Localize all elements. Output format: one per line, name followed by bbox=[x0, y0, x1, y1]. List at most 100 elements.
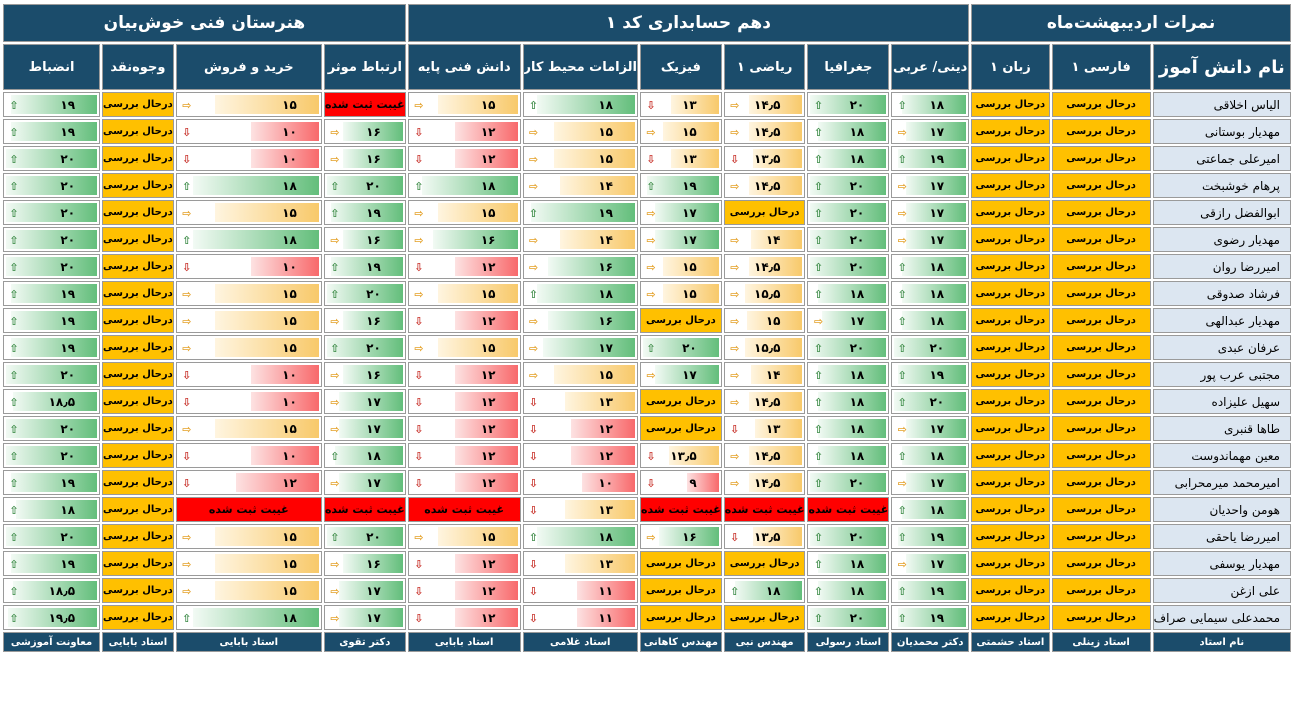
arrow-down-icon: ⇩ bbox=[414, 477, 424, 490]
arrow-up-icon: ⇧ bbox=[9, 450, 19, 463]
arrow-down-icon: ⇩ bbox=[646, 477, 656, 490]
status-review: درحال بررسی bbox=[102, 281, 174, 306]
status-absent: غیبت ثبت شده bbox=[175, 497, 322, 522]
grade-value: ۱۹ bbox=[60, 557, 76, 571]
grade-cell: ۱۵ ⇨ bbox=[175, 308, 322, 333]
grade-value: ۱۶ bbox=[598, 314, 614, 328]
grade-value: ۱۷ bbox=[929, 179, 945, 193]
arrow-down-icon: ⇩ bbox=[182, 450, 192, 463]
grade-value: ۲۰ bbox=[60, 179, 76, 193]
grade-cell: ۱۷ ⇨ bbox=[323, 605, 406, 630]
arrow-right-icon: ⇨ bbox=[414, 531, 424, 544]
grade-cell: ۱۹ ⇧ bbox=[3, 551, 101, 576]
arrow-up-icon: ⇧ bbox=[813, 396, 824, 409]
arrow-up-icon: ⇧ bbox=[897, 369, 907, 382]
arrow-up-icon: ⇧ bbox=[182, 180, 192, 193]
grade-value: ۱۸ bbox=[366, 449, 381, 463]
grade-databar bbox=[744, 284, 803, 303]
status-review: درحال بررسی bbox=[723, 605, 806, 630]
arrow-up-icon: ⇧ bbox=[646, 180, 656, 193]
arrow-up-icon: ⇧ bbox=[9, 180, 19, 193]
grade-databar bbox=[810, 608, 887, 627]
grade-cell: ۲۰ ⇧ bbox=[891, 335, 970, 360]
table-row: محمدعلی سیمایی صراف درحال بررسی درحال بررس… bbox=[3, 605, 1291, 630]
grade-cell: ۱۵ ⇨ bbox=[407, 281, 521, 306]
grade-value: ۱۳٫۵ bbox=[754, 152, 781, 166]
grade-value: ۱۳ bbox=[598, 557, 614, 571]
arrow-right-icon: ⇨ bbox=[897, 126, 907, 139]
table-row: هومن واحدیان درحال بررسی درحال بررسی ۱۸ ⇧ غیب… bbox=[3, 497, 1291, 522]
grade-cell: ۲۰ ⇧ bbox=[807, 173, 890, 198]
table-row: ابوالفضل رازقی درحال بررسی درحال بررسی ۱۷ ⇨ ۲… bbox=[3, 200, 1291, 225]
arrow-right-icon: ⇨ bbox=[528, 180, 539, 193]
grade-cell: ۱۲ ⇩ bbox=[407, 389, 521, 414]
grade-cell: ۱۸ ⇧ bbox=[522, 92, 639, 117]
status-review: درحال بررسی bbox=[1051, 254, 1151, 279]
arrow-down-icon: ⇩ bbox=[528, 585, 539, 598]
status-review: درحال بررسی bbox=[971, 119, 1050, 144]
student-name: فرشاد صدوقی bbox=[1152, 281, 1291, 306]
grade-cell: ۱۲ ⇩ bbox=[522, 443, 639, 468]
grade-databar bbox=[6, 419, 98, 438]
grade-databar bbox=[734, 581, 803, 600]
grade-cell: ۱۵ ⇨ bbox=[522, 146, 639, 171]
arrow-up-icon: ⇧ bbox=[330, 450, 340, 463]
grade-cell: ۱۹ ⇧ bbox=[3, 119, 101, 144]
table-row: علی ازغن درحال بررسی درحال بررسی ۱۹ ⇧ ۱۸ ⇧ ۱۸ ⇧ د… bbox=[3, 578, 1291, 603]
arrow-down-icon: ⇩ bbox=[414, 585, 424, 598]
arrow-up-icon: ⇧ bbox=[9, 612, 19, 625]
grade-databar bbox=[746, 311, 803, 330]
grade-value: ۱۴ bbox=[765, 368, 781, 382]
grade-value: ۱۷ bbox=[598, 341, 614, 355]
grade-value: ۲۰ bbox=[60, 206, 76, 220]
grade-cell: ۹ ⇩ bbox=[640, 470, 722, 495]
arrow-down-icon: ⇩ bbox=[414, 558, 424, 571]
grade-cell: ۱۲ ⇩ bbox=[407, 119, 521, 144]
grade-value: ۱۹ bbox=[929, 584, 945, 598]
grade-value: ۱۵ bbox=[480, 98, 496, 112]
arrow-up-icon: ⇧ bbox=[330, 342, 340, 355]
status-review: درحال بررسی bbox=[971, 254, 1050, 279]
grade-databar bbox=[901, 95, 967, 114]
status-review: درحال بررسی bbox=[102, 416, 174, 441]
arrow-up-icon: ⇧ bbox=[813, 612, 824, 625]
grade-databar bbox=[901, 284, 967, 303]
grade-value: ۲۰ bbox=[60, 530, 76, 544]
grade-databar bbox=[553, 365, 636, 384]
grade-databar bbox=[901, 500, 967, 519]
table-row: پرهام خوشبخت درحال بررسی درحال بررسی ۱۷ ⇨ ۲۰ ⇧… bbox=[3, 173, 1291, 198]
arrow-right-icon: ⇨ bbox=[897, 423, 907, 436]
arrow-right-icon: ⇨ bbox=[330, 585, 340, 598]
arrow-right-icon: ⇨ bbox=[646, 369, 656, 382]
grade-cell: ۱۸ ⇧ bbox=[522, 524, 639, 549]
arrow-down-icon: ⇩ bbox=[528, 450, 539, 463]
grade-cell: ۱۸ ⇧ bbox=[807, 146, 890, 171]
status-review: درحال بررسی bbox=[102, 497, 174, 522]
grade-databar bbox=[818, 581, 887, 600]
status-absent: غیبت ثبت شده bbox=[640, 497, 722, 522]
column-header-11: وجوه‌نقد bbox=[102, 44, 174, 90]
arrow-down-icon: ⇩ bbox=[414, 396, 424, 409]
grade-cell: ۱۹ ⇧ bbox=[891, 605, 970, 630]
grade-cell: ۱۳ ⇩ bbox=[522, 551, 639, 576]
status-review: درحال بررسی bbox=[1051, 362, 1151, 387]
grade-cell: ۱۲ ⇩ bbox=[407, 551, 521, 576]
grade-cell: ۱۸ ⇧ bbox=[175, 173, 322, 198]
grade-databar bbox=[250, 446, 319, 465]
grade-databar bbox=[559, 176, 636, 195]
arrow-right-icon: ⇨ bbox=[330, 315, 340, 328]
grade-value: ۱۸ bbox=[849, 125, 865, 139]
grade-cell: ۲۰ ⇧ bbox=[807, 605, 890, 630]
grade-cell: ۱۷ ⇨ bbox=[323, 578, 406, 603]
arrow-up-icon: ⇧ bbox=[330, 288, 340, 301]
grade-databar bbox=[565, 554, 636, 573]
grade-databar bbox=[455, 392, 518, 411]
grade-value: ۱۸ bbox=[480, 179, 496, 193]
status-review: درحال بررسی bbox=[102, 335, 174, 360]
arrow-down-icon: ⇩ bbox=[646, 99, 656, 112]
grade-cell: ۱۴٫۵ ⇨ bbox=[723, 389, 806, 414]
status-review: درحال بررسی bbox=[971, 173, 1050, 198]
grade-databar bbox=[342, 311, 403, 330]
grade-cell: ۱۸ ⇧ bbox=[175, 227, 322, 252]
grade-value: ۱۷ bbox=[366, 395, 381, 409]
